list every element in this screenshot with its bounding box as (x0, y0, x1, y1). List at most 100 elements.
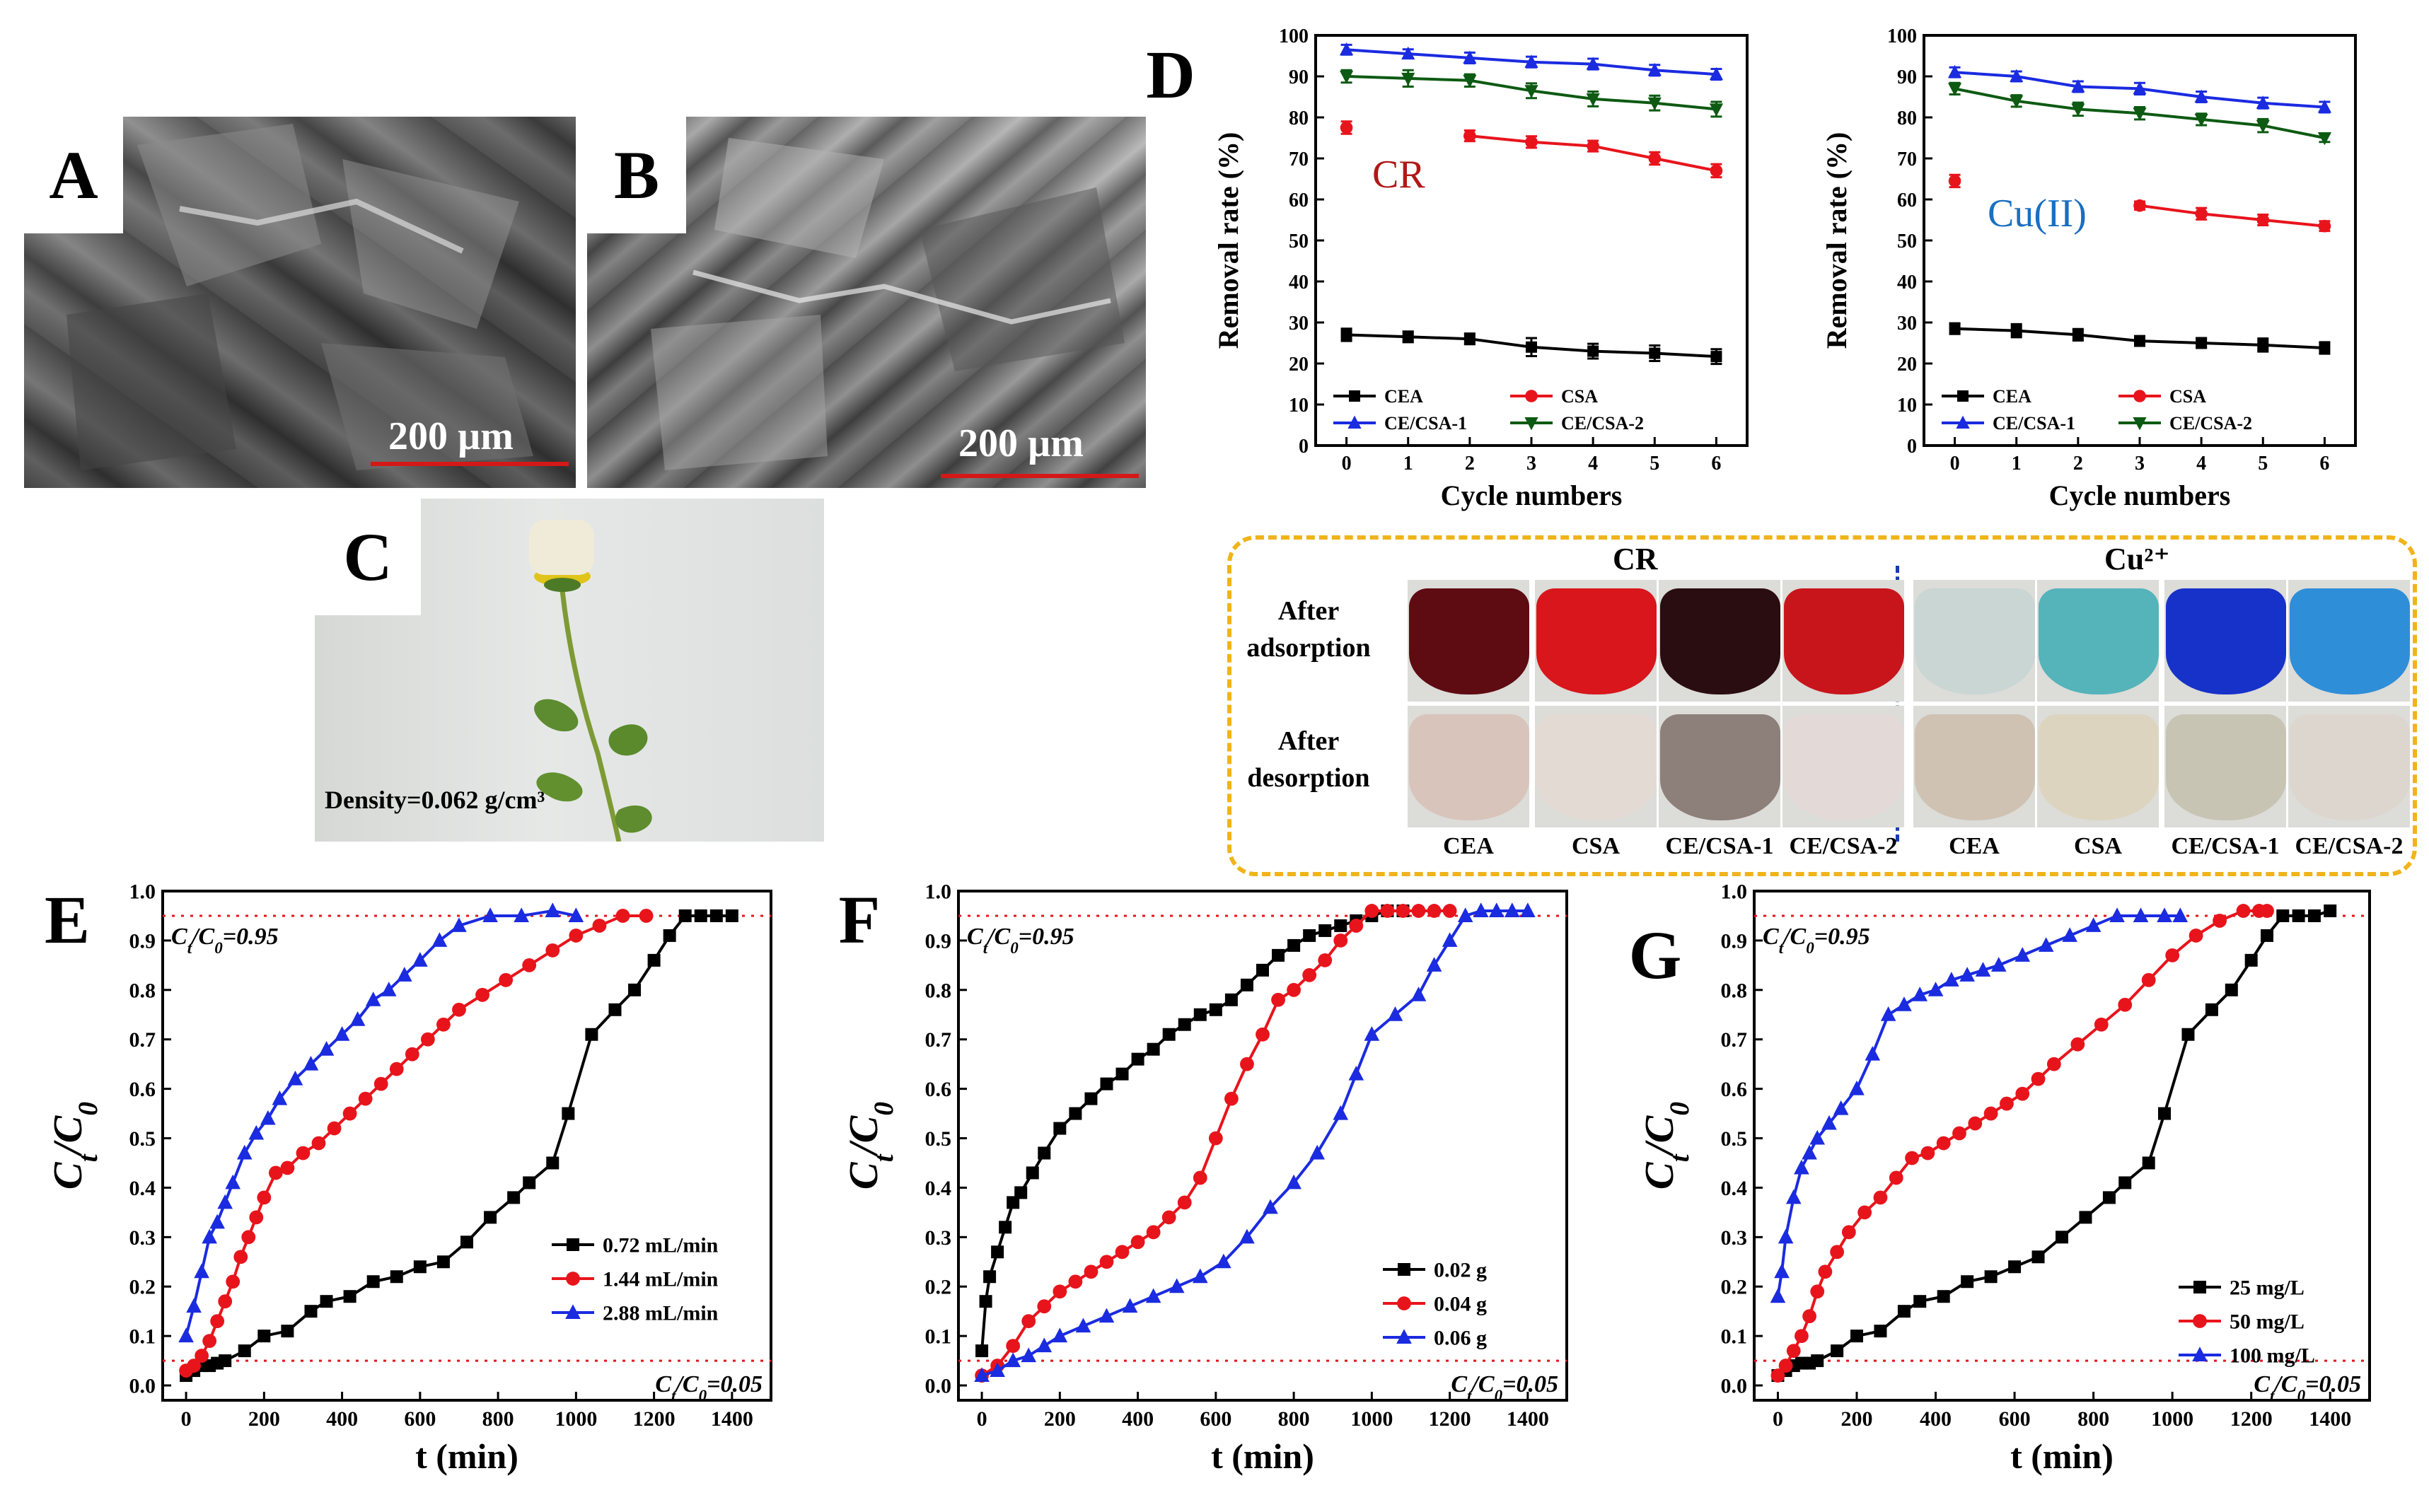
data-point (1099, 1255, 1114, 1269)
data-point (2000, 1096, 2014, 1111)
data-point (1936, 1136, 1951, 1151)
data-point (2194, 113, 2208, 127)
data-point (1309, 1144, 1325, 1160)
data-point (2317, 132, 2332, 146)
sheet-texture (66, 124, 533, 470)
legend-label: 50 mg/L (2230, 1310, 2305, 1334)
data-point (1463, 129, 1476, 142)
label-part: t (72, 1153, 103, 1162)
x-tick-label: 1000 (2151, 1407, 2193, 1431)
sample-photo-cell (1535, 706, 1657, 827)
data-point (241, 1230, 256, 1245)
data-point (2118, 997, 2133, 1012)
data-point (1710, 351, 1722, 363)
data-point (2010, 325, 2022, 337)
label-part: C (2254, 1371, 2270, 1397)
y-tick-label: 0.1 (925, 1325, 952, 1349)
data-point (585, 1028, 598, 1041)
data-point (2165, 948, 2180, 963)
series-ce-csa-1 (1947, 64, 2332, 114)
data-point (2109, 907, 2125, 922)
y-tick-label: 0 (1907, 436, 1917, 458)
data-point (1896, 996, 1912, 1011)
y-tick-label: 0.6 (129, 1078, 156, 1101)
legend: 0.02 g 0.04 g 0.06 g (1383, 1259, 1487, 1350)
data-point (238, 1344, 251, 1358)
legend-marker (1347, 415, 1362, 429)
y-tick-label: 10 (1897, 395, 1917, 417)
legend-marker (565, 1304, 581, 1319)
breakthrough-flow-rate-chart: 0 200 400 600 800 1000 1200 1400 0.0 0.1 0.2 0.3 0.4… (45, 880, 772, 1476)
data-point (974, 1367, 990, 1383)
y-tick-label: 0.5 (925, 1127, 952, 1151)
data-point (1426, 957, 1442, 972)
label-part: =0.05 (1502, 1371, 1558, 1397)
data-point (1100, 1077, 1113, 1091)
legend-marker (567, 1238, 579, 1251)
row-label-after-adsorption: After adsorption (1238, 593, 1379, 666)
y-axis-label-group: Ct/C0 (840, 1102, 899, 1190)
data-point (1710, 164, 1723, 178)
y-tick-label: 30 (1897, 313, 1917, 335)
data-point (639, 909, 654, 923)
data-point (1818, 1264, 1833, 1279)
data-point (358, 1091, 373, 1106)
data-point (2015, 1086, 2030, 1101)
x-tick-label: 0 (1950, 453, 1960, 475)
scale-bar-label: 200 µm (388, 414, 514, 458)
sample-swatch (2166, 714, 2286, 820)
data-point (1333, 934, 1348, 948)
chart-annotation: CR (1372, 153, 1425, 197)
y-tick-label: 0.2 (1721, 1276, 1748, 1299)
data-point (272, 1090, 288, 1105)
data-point (1913, 1295, 1927, 1308)
data-point (1396, 904, 1410, 918)
y-tick-label: 50 (1897, 231, 1917, 252)
legend-marker (2193, 1281, 2206, 1293)
y-tick-label: 60 (1289, 190, 1309, 211)
row-label-line: After (1277, 596, 1340, 626)
data-point (1052, 1327, 1068, 1343)
data-point (514, 907, 529, 922)
x-axis-label: Cycle numbers (1441, 479, 1623, 511)
data-point (1841, 1225, 1856, 1240)
data-point (311, 1136, 326, 1151)
label-part: /C (1636, 1115, 1682, 1157)
label-part: 0 (1806, 939, 1814, 958)
data-point (663, 929, 676, 942)
data-point (396, 967, 412, 982)
breakthrough-concentration-chart: 0 200 400 600 800 1000 1200 1400 0.0 0.1 0.2 0.3 0.4… (1636, 880, 2371, 1476)
scale-bar-label: 200 µm (958, 421, 1084, 465)
label-part: 0 (1664, 1102, 1695, 1116)
sample-photo-cell (2037, 706, 2159, 827)
label-part: t (983, 939, 988, 958)
y-tick-label: 0.7 (1721, 1028, 1748, 1052)
legend-label: CEA (1993, 386, 2031, 407)
x-tick-label: 1200 (633, 1407, 676, 1431)
data-point (1075, 1318, 1091, 1333)
data-point (1975, 962, 1991, 977)
data-point (2244, 953, 2258, 967)
data-point (2319, 342, 2331, 354)
y-tick-label: 0.8 (1721, 979, 1748, 1002)
label-part: /C (840, 1115, 886, 1157)
sample-photo-cell (1535, 580, 1657, 702)
series-line (1777, 909, 2331, 1377)
data-point (1526, 341, 1537, 353)
data-point (217, 1194, 233, 1209)
data-point (1774, 1263, 1790, 1279)
label-part: t (2270, 1387, 2275, 1405)
sample-column-label: CE/CSA-2 (2295, 833, 2404, 859)
panel-label-d: D (1146, 36, 1195, 112)
data-point (1130, 1235, 1145, 1250)
group-divider (1896, 566, 1899, 842)
data-point (2133, 107, 2147, 121)
data-point (1006, 1339, 1021, 1354)
sample-column-label: CE/CSA-1 (1665, 833, 1774, 859)
data-point (365, 991, 381, 1006)
sample-swatch (2290, 588, 2410, 694)
label-part: C (655, 1371, 671, 1397)
data-point (1216, 1253, 1231, 1269)
y-tick-label: 0.5 (1721, 1127, 1748, 1151)
